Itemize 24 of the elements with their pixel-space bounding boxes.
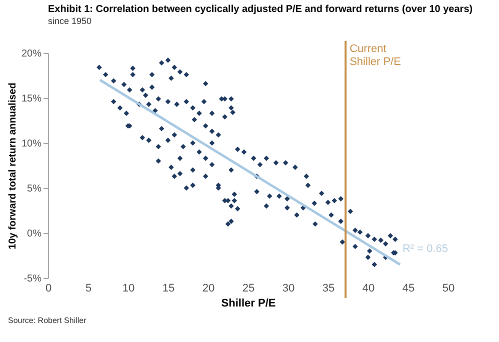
y-axis-title: 10y forward total return annualised <box>7 82 18 250</box>
x-tick-label: 15 <box>162 282 175 294</box>
x-tick-label: 45 <box>402 282 415 294</box>
y-tick-label: -5% <box>24 274 42 284</box>
x-axis-title: Shiller P/E <box>221 298 276 310</box>
x-tick-label: 40 <box>362 282 375 294</box>
y-tick-label: 20% <box>21 48 42 60</box>
y-tick-label: 0% <box>27 228 42 240</box>
source-note: Source: Robert Shiller <box>8 316 87 325</box>
annotation: R² = 0.65 <box>402 242 448 255</box>
y-tick-label: 5% <box>27 184 42 194</box>
x-tick-label: 5 <box>85 282 92 294</box>
x-tick-label: 20 <box>202 282 215 294</box>
chart-title: Exhibit 1: Correlation between cyclically adjusted P/E and forward returns (over 10 years) <box>48 4 473 15</box>
x-tick-label: 35 <box>322 282 335 294</box>
y-tick-label: 10% <box>21 138 42 150</box>
x-tick-label: 0 <box>45 282 52 294</box>
ref-line-label: Current Shiller P/E <box>350 43 401 68</box>
x-tick-label: 25 <box>242 282 255 294</box>
chart-subtitle: since 1950 <box>48 16 92 26</box>
x-tick-label: 30 <box>282 282 295 294</box>
x-tick-label: 50 <box>442 282 455 294</box>
y-tick-label: 15% <box>21 94 42 104</box>
x-tick-label: 10 <box>122 282 135 294</box>
